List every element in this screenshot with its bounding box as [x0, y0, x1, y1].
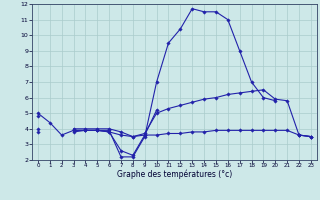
- X-axis label: Graphe des températures (°c): Graphe des températures (°c): [117, 170, 232, 179]
